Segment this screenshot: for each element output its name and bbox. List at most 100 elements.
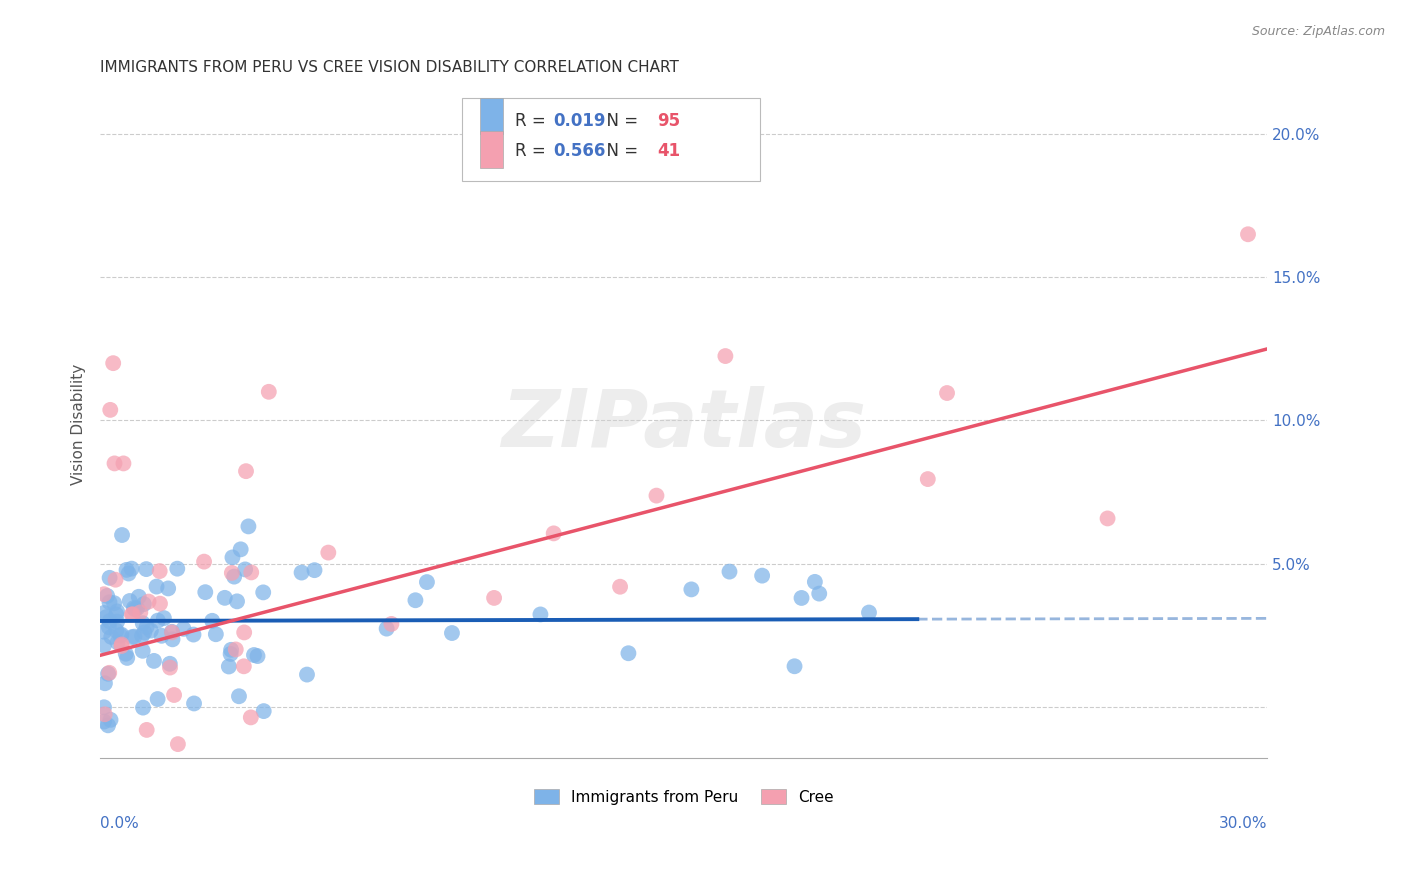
Point <box>229 542 252 557</box>
Point <box>416 575 439 590</box>
Point <box>183 697 205 711</box>
Point <box>149 564 172 578</box>
Point <box>166 562 188 576</box>
Point <box>219 643 242 657</box>
Point <box>149 597 172 611</box>
Point <box>214 591 236 605</box>
Point <box>98 665 121 680</box>
Point <box>97 718 120 732</box>
Point <box>146 692 169 706</box>
Point <box>129 606 152 620</box>
Point <box>135 620 157 634</box>
Text: R =: R = <box>515 112 551 130</box>
Text: R =: R = <box>515 142 551 160</box>
Point <box>194 585 217 599</box>
Point <box>134 625 156 640</box>
Point <box>808 586 831 600</box>
Point <box>105 624 128 638</box>
Point <box>157 582 180 596</box>
Point <box>304 563 326 577</box>
Point <box>159 660 181 674</box>
Point <box>146 614 169 628</box>
Point <box>105 604 128 618</box>
Point <box>115 563 138 577</box>
Point <box>107 635 129 649</box>
Point <box>482 591 505 605</box>
Point <box>167 737 190 751</box>
Point <box>380 616 402 631</box>
Text: 30.0%: 30.0% <box>1219 815 1267 830</box>
Point <box>804 574 827 589</box>
Point <box>121 561 143 575</box>
Point <box>138 594 160 608</box>
Point <box>609 580 631 594</box>
Point <box>96 589 118 603</box>
Point <box>681 582 703 597</box>
Point <box>714 349 737 363</box>
FancyBboxPatch shape <box>479 131 503 168</box>
Point <box>98 403 121 417</box>
Point <box>131 629 153 643</box>
Point <box>110 639 132 653</box>
Point <box>145 580 167 594</box>
FancyBboxPatch shape <box>479 98 503 135</box>
Point <box>111 638 134 652</box>
Point <box>252 585 274 599</box>
Point <box>93 624 115 639</box>
Point <box>718 565 741 579</box>
Text: ZIPatlas: ZIPatlas <box>502 385 866 464</box>
Point <box>121 607 143 622</box>
Point <box>238 519 260 533</box>
Point <box>243 648 266 662</box>
Point <box>142 654 165 668</box>
Point <box>93 707 115 722</box>
Point <box>221 550 243 565</box>
Point <box>96 610 118 624</box>
Point <box>150 629 173 643</box>
Point <box>98 571 121 585</box>
Point <box>233 625 256 640</box>
Point <box>160 624 183 639</box>
Point <box>224 569 246 583</box>
Point <box>617 646 640 660</box>
Point <box>201 614 224 628</box>
Point <box>93 606 115 620</box>
Point <box>226 594 249 608</box>
Legend: Immigrants from Peru, Cree: Immigrants from Peru, Cree <box>529 782 839 811</box>
Point <box>228 690 250 704</box>
Text: N =: N = <box>596 142 644 160</box>
Point <box>93 587 115 601</box>
Point <box>218 659 240 673</box>
Point <box>936 386 959 401</box>
Point <box>103 596 125 610</box>
Point <box>193 555 215 569</box>
Point <box>858 606 880 620</box>
Point <box>917 472 939 486</box>
Point <box>257 384 280 399</box>
Point <box>124 602 146 616</box>
Point <box>132 597 155 611</box>
Point <box>543 526 565 541</box>
Point <box>103 356 125 370</box>
Text: 0.566: 0.566 <box>553 142 606 160</box>
Point <box>110 628 132 642</box>
Point <box>93 714 115 729</box>
Text: 41: 41 <box>657 142 681 160</box>
Point <box>159 657 181 671</box>
Point <box>100 630 122 644</box>
Point <box>115 651 138 665</box>
Point <box>98 595 121 609</box>
Point <box>253 704 276 718</box>
Point <box>124 630 146 644</box>
Point <box>160 625 183 640</box>
Point <box>118 594 141 608</box>
Point <box>122 601 145 615</box>
Point <box>110 627 132 641</box>
Point <box>233 562 256 576</box>
Point <box>100 713 122 727</box>
Point <box>375 622 398 636</box>
Point <box>135 723 157 737</box>
Point <box>114 647 136 661</box>
Point <box>94 676 117 690</box>
Point <box>173 622 195 636</box>
